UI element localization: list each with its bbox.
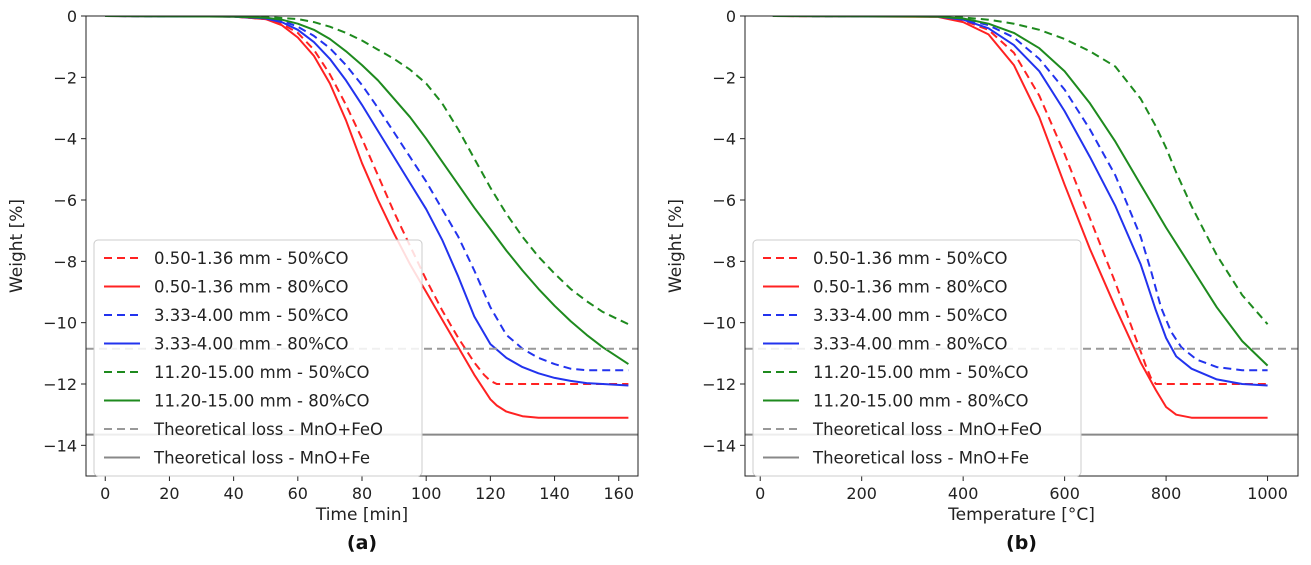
y-tick-label: −14 <box>43 436 77 455</box>
y-axis-label: Weight [%] <box>666 199 686 293</box>
legend-entry-label: 3.33-4.00 mm - 50%CO <box>813 306 1007 325</box>
x-axis-label: Time [min] <box>315 505 408 525</box>
legend-entry-label: 3.33-4.00 mm - 50%CO <box>154 306 348 325</box>
x-tick-label: 0 <box>100 484 110 503</box>
y-tick-label: 0 <box>67 7 77 26</box>
series-line-5 <box>105 16 629 365</box>
y-tick-label: −4 <box>712 130 736 149</box>
series-line-4 <box>105 16 629 326</box>
legend-box <box>93 239 423 477</box>
y-axis-label: Weight [%] <box>7 199 27 293</box>
series-line-0 <box>772 16 1268 385</box>
x-tick-label: 120 <box>475 484 506 503</box>
legend-entry-label: Theoretical loss - MnO+Fe <box>153 449 370 468</box>
x-tick-label: 400 <box>948 484 979 503</box>
series-line-3 <box>772 16 1268 387</box>
legend-entry-label: Theoretical loss - MnO+FeO <box>812 420 1042 439</box>
legend: 0.50-1.36 mm - 50%CO 0.50-1.36 mm - 80%CO… <box>752 239 1082 477</box>
legend-entry-label: 11.20-15.00 mm - 50%CO <box>154 363 369 382</box>
y-tick-label: −10 <box>702 314 736 333</box>
chart-panel-a: 0 20 40 60 80 100 120 140 160 0 −2 −4 −6 −8 −10 −12 −14 T… <box>7 7 639 554</box>
y-tick-label: −8 <box>53 252 77 271</box>
y-tick-label: 0 <box>726 7 736 26</box>
y-tick-label: −6 <box>53 191 77 210</box>
legend-entry-label: 0.50-1.36 mm - 50%CO <box>813 249 1007 268</box>
x-axis-label: Temperature [°C] <box>947 505 1095 525</box>
x-tick-label: 800 <box>1151 484 1182 503</box>
x-tick-label: 20 <box>159 484 179 503</box>
legend-box <box>752 239 1082 477</box>
legend-entry-label: 0.50-1.36 mm - 80%CO <box>154 278 348 297</box>
x-tick-label: 200 <box>846 484 877 503</box>
x-tick-label: 100 <box>411 484 442 503</box>
legend-entry-label: 0.50-1.36 mm - 80%CO <box>813 278 1007 297</box>
x-tick-label: 160 <box>603 484 634 503</box>
legend-entry-label: 3.33-4.00 mm - 80%CO <box>813 335 1007 354</box>
chart-panel-b: 0 200 400 600 800 1000 0 −2 −4 −6 −8 −10 −12 −14 Tempe… <box>666 7 1299 554</box>
series-line-2 <box>772 16 1268 372</box>
panel-label: (b) <box>1006 532 1037 554</box>
legend-entry-label: 11.20-15.00 mm - 80%CO <box>154 392 369 411</box>
legend-entry-label: Theoretical loss - MnO+FeO <box>153 420 383 439</box>
series-line-1 <box>772 16 1268 419</box>
series-line-4 <box>772 16 1269 325</box>
series-line-2 <box>105 16 629 372</box>
legend-entry-label: 11.20-15.00 mm - 50%CO <box>813 363 1028 382</box>
y-tick-label: −2 <box>53 68 77 87</box>
x-tick-label: 80 <box>352 484 372 503</box>
legend-entry-label: 11.20-15.00 mm - 80%CO <box>813 392 1028 411</box>
legend: 0.50-1.36 mm - 50%CO 0.50-1.36 mm - 80%CO… <box>93 239 423 477</box>
y-tick-label: −2 <box>712 68 736 87</box>
x-tick-label: 140 <box>539 484 570 503</box>
x-tick-label: 0 <box>755 484 765 503</box>
x-tick-label: 1000 <box>1247 484 1288 503</box>
legend-entry-label: 3.33-4.00 mm - 80%CO <box>154 335 348 354</box>
x-tick-label: 40 <box>223 484 243 503</box>
series-line-3 <box>105 16 629 387</box>
x-tick-label: 60 <box>288 484 308 503</box>
y-tick-label: −6 <box>712 191 736 210</box>
series-line-5 <box>772 16 1269 367</box>
y-tick-label: −4 <box>53 130 77 149</box>
y-tick-label: −12 <box>702 375 736 394</box>
x-tick-label: 600 <box>1049 484 1080 503</box>
legend-entry-label: Theoretical loss - MnO+Fe <box>812 449 1029 468</box>
y-tick-label: −12 <box>43 375 77 394</box>
y-tick-label: −14 <box>702 436 736 455</box>
y-tick-label: −10 <box>43 314 77 333</box>
panel-label: (a) <box>347 532 377 554</box>
legend-entry-label: 0.50-1.36 mm - 50%CO <box>154 249 348 268</box>
y-tick-label: −8 <box>712 252 736 271</box>
